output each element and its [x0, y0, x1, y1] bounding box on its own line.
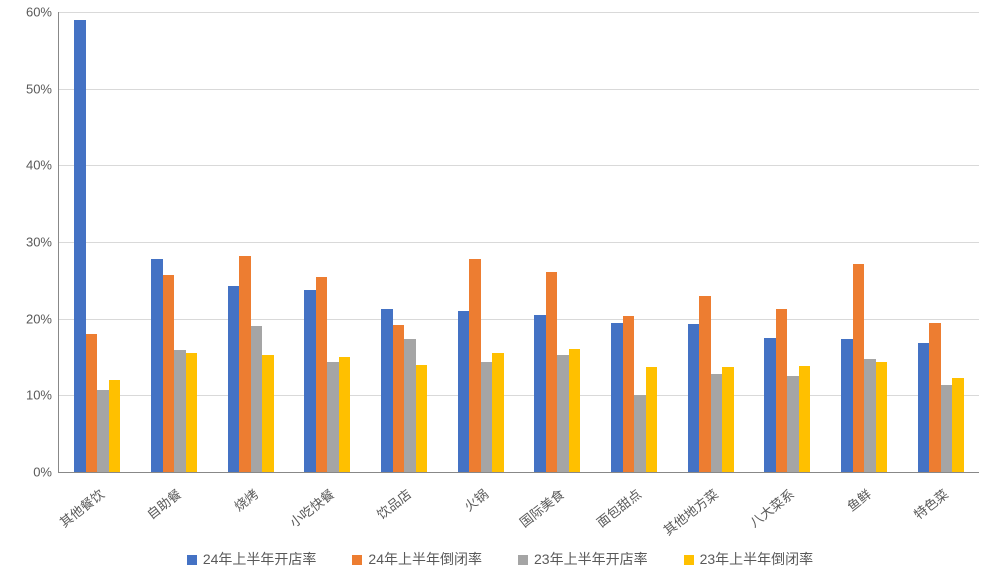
legend-item: 24年上半年开店率: [187, 549, 317, 569]
bar: [546, 272, 558, 472]
x-tick-label: 小吃快餐: [285, 484, 338, 531]
legend-swatch: [684, 555, 694, 565]
y-tick-label: 10%: [8, 388, 52, 403]
bar: [97, 390, 109, 472]
bar: [86, 334, 98, 472]
y-tick-label: 60%: [8, 5, 52, 20]
gridline: [59, 12, 979, 13]
bar: [109, 380, 121, 472]
bar: [699, 296, 711, 472]
grouped-bar-chart: 0% 10% 20% 30% 40% 50% 60% 其他餐饮自助餐 烧烤小吃快餐饮品店 火锅国…: [0, 0, 1000, 575]
legend-item: 23年上半年开店率: [518, 549, 648, 569]
y-tick-label: 0%: [8, 465, 52, 480]
bar: [151, 259, 163, 472]
gridline: [59, 319, 979, 320]
bar: [722, 367, 734, 472]
bar: [918, 343, 930, 472]
bar: [492, 353, 504, 472]
bar: [841, 339, 853, 472]
bar: [404, 339, 416, 472]
gridline: [59, 89, 979, 90]
bar: [316, 277, 328, 472]
bar: [853, 264, 865, 472]
y-tick-label: 40%: [8, 158, 52, 173]
bar: [469, 259, 481, 472]
bar: [416, 365, 428, 472]
bar: [163, 275, 175, 472]
legend-label: 24年上半年开店率: [203, 551, 317, 567]
bar: [327, 362, 339, 472]
gridline: [59, 242, 979, 243]
bar: [228, 286, 240, 472]
bar: [787, 376, 799, 472]
plot-area: [58, 12, 979, 473]
x-tick-label: 国际美食: [515, 484, 568, 531]
x-tick-label: 其他地方菜: [658, 484, 721, 539]
x-tick-label: 火锅: [459, 484, 491, 515]
gridline: [59, 165, 979, 166]
bar: [174, 350, 186, 472]
bar: [611, 323, 623, 473]
bar: [534, 315, 546, 472]
bar: [381, 309, 393, 472]
legend-label: 23年上半年开店率: [534, 551, 648, 567]
bar: [74, 20, 86, 472]
legend-label: 24年上半年倒闭率: [368, 551, 482, 567]
x-tick-label: 特色菜: [909, 484, 951, 523]
bar: [304, 290, 316, 472]
bar: [339, 357, 351, 472]
legend-swatch: [518, 555, 528, 565]
bar: [764, 338, 776, 472]
bar: [262, 355, 274, 472]
bar: [688, 324, 700, 472]
bar: [186, 353, 198, 472]
x-tick-label: 鱼鲜: [842, 484, 874, 515]
y-tick-label: 30%: [8, 235, 52, 250]
bar: [929, 323, 941, 472]
bar: [646, 367, 658, 472]
legend-item: 23年上半年倒闭率: [684, 549, 814, 569]
bar: [941, 385, 953, 472]
bar: [569, 349, 581, 472]
x-tick-label: 自助餐: [142, 484, 184, 523]
bar: [393, 325, 405, 472]
bar: [623, 316, 635, 472]
bar: [251, 326, 263, 472]
bar: [952, 378, 964, 472]
bar: [481, 362, 493, 472]
bar: [239, 256, 251, 472]
legend-swatch: [187, 555, 197, 565]
bar: [634, 395, 646, 472]
bar: [458, 311, 470, 472]
legend: 24年上半年开店率 24年上半年倒闭率 23年上半年开店率 23年上半年倒闭率: [0, 549, 1000, 569]
bar: [864, 359, 876, 472]
x-tick-label: 面包甜点: [592, 484, 645, 531]
x-tick-label: 其他餐饮: [55, 484, 108, 531]
x-axis-labels: 其他餐饮自助餐 烧烤小吃快餐饮品店 火锅国际美食面包甜点其他地方菜八大菜系 鱼鲜 特色菜: [58, 476, 978, 536]
bar: [876, 362, 888, 472]
bar: [557, 355, 569, 472]
bar: [799, 366, 811, 472]
x-tick-label: 烧烤: [229, 484, 261, 515]
y-tick-label: 20%: [8, 311, 52, 326]
legend-swatch: [352, 555, 362, 565]
y-tick-label: 50%: [8, 81, 52, 96]
bar: [776, 309, 788, 472]
legend-label: 23年上半年倒闭率: [700, 551, 814, 567]
bar: [711, 374, 723, 472]
x-tick-label: 八大菜系: [745, 484, 798, 531]
x-tick-label: 饮品店: [372, 484, 414, 523]
legend-item: 24年上半年倒闭率: [352, 549, 482, 569]
